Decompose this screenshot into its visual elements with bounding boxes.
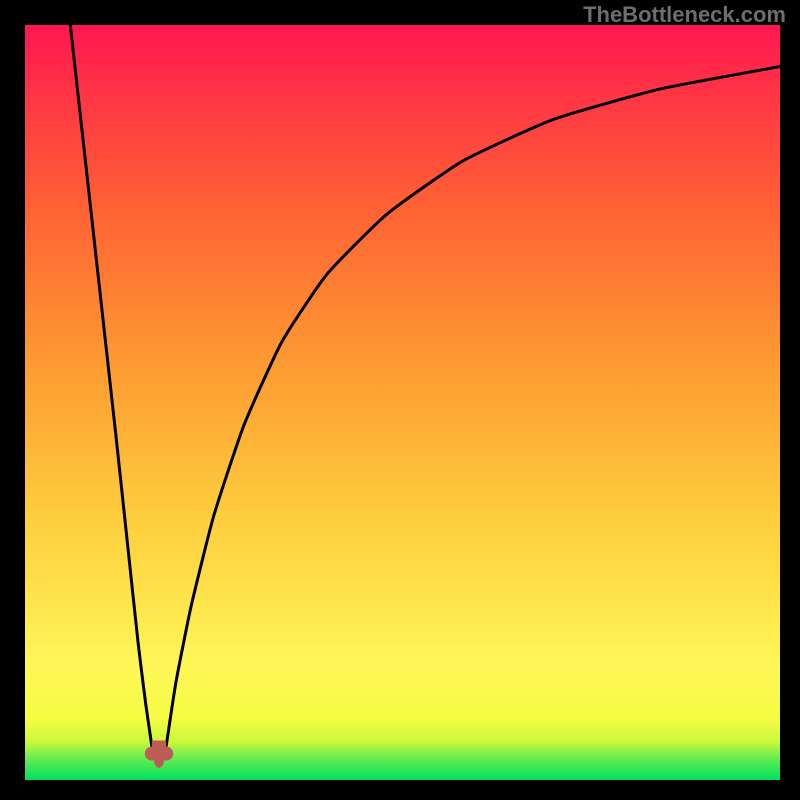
curve-left bbox=[70, 25, 152, 746]
optimum-marker-0 bbox=[145, 747, 159, 761]
plot-area bbox=[25, 25, 780, 780]
optimum-marker-1 bbox=[159, 747, 173, 761]
curve-right bbox=[166, 67, 780, 747]
watermark-text: TheBottleneck.com bbox=[583, 2, 786, 28]
curves-layer bbox=[25, 25, 780, 780]
chart-frame: TheBottleneck.com bbox=[0, 0, 800, 800]
